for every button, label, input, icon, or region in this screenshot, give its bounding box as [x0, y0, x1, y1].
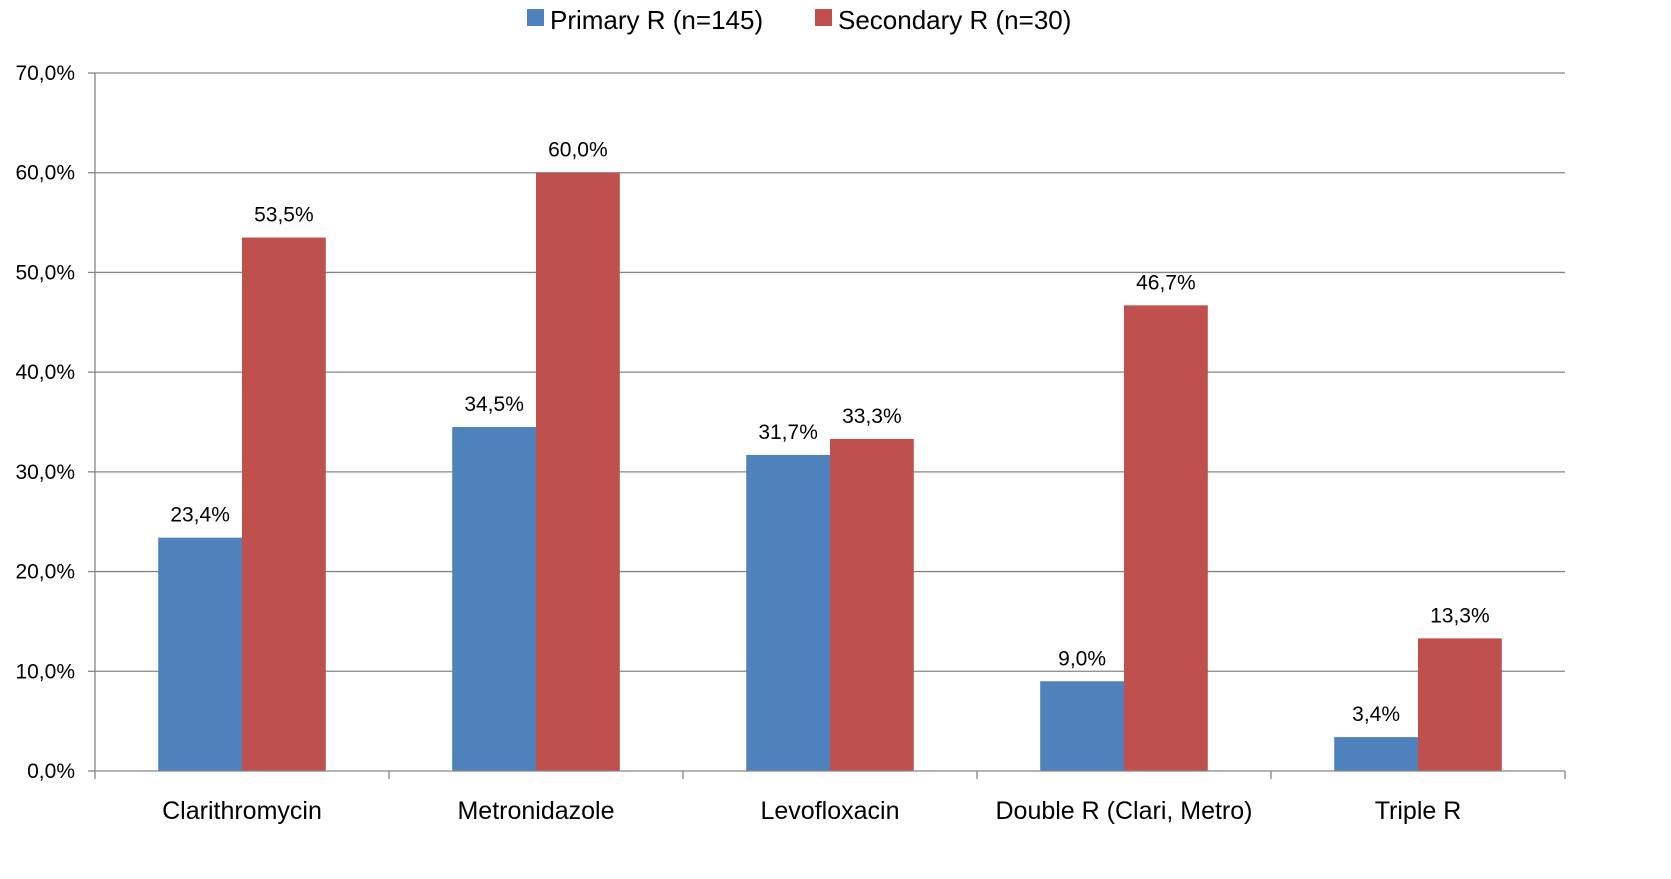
legend-label: Secondary R (n=30): [838, 5, 1071, 35]
bar-primary: [158, 537, 242, 771]
bar-primary: [1040, 681, 1124, 771]
y-tick-label: 60,0%: [15, 162, 75, 185]
bar-secondary: [242, 237, 326, 771]
bar-primary: [746, 454, 830, 771]
y-tick-label: 50,0%: [15, 261, 75, 284]
data-label: 31,7%: [758, 421, 818, 444]
y-tick-label: 10,0%: [15, 660, 75, 683]
legend-swatch: [815, 9, 832, 26]
x-category-label: Metronidazole: [457, 797, 614, 825]
data-label: 33,3%: [842, 405, 902, 428]
x-category-label: Double R (Clari, Metro): [995, 797, 1252, 825]
data-label: 9,0%: [1058, 647, 1106, 670]
y-tick-label: 30,0%: [15, 461, 75, 484]
data-label: 34,5%: [464, 393, 524, 416]
x-category-label: Clarithromycin: [162, 797, 322, 825]
legend-label: Primary R (n=145): [550, 5, 763, 35]
data-label: 3,4%: [1352, 703, 1400, 726]
data-label: 53,5%: [254, 204, 314, 227]
bar-primary: [452, 426, 536, 771]
data-label: 23,4%: [170, 504, 230, 527]
legend-swatch: [527, 9, 544, 26]
data-label: 46,7%: [1136, 271, 1196, 294]
bar-secondary: [1418, 638, 1502, 771]
x-category-label: Levofloxacin: [761, 797, 900, 825]
y-axis: 0,0% 10,0% 20,0% 30,0% 40,0% 50,0% 60,0% 70,0%: [15, 62, 96, 783]
data-label: 13,3%: [1430, 604, 1490, 627]
legend: Primary R (n=145) Secondary R (n=30): [527, 5, 1071, 35]
data-labels: 23,4% 34,5% 31,7% 9,0% 3,4% 53,5% 60,0% 33,3% 46…: [170, 139, 1489, 726]
y-tick-label: 20,0%: [15, 561, 75, 584]
y-tick-label: 0,0%: [27, 760, 75, 783]
bar-secondary: [536, 172, 620, 771]
bar-secondary: [1124, 305, 1208, 771]
x-category-label: Triple R: [1375, 797, 1462, 825]
y-tick-label: 40,0%: [15, 361, 75, 384]
data-label: 60,0%: [548, 139, 608, 162]
bars: [158, 172, 1502, 771]
bar-secondary: [830, 438, 914, 771]
x-axis: Clarithromycin Metronidazole Levofloxacin D…: [94, 770, 1566, 825]
bar-primary: [1334, 737, 1418, 771]
y-tick-label: 70,0%: [15, 62, 75, 85]
